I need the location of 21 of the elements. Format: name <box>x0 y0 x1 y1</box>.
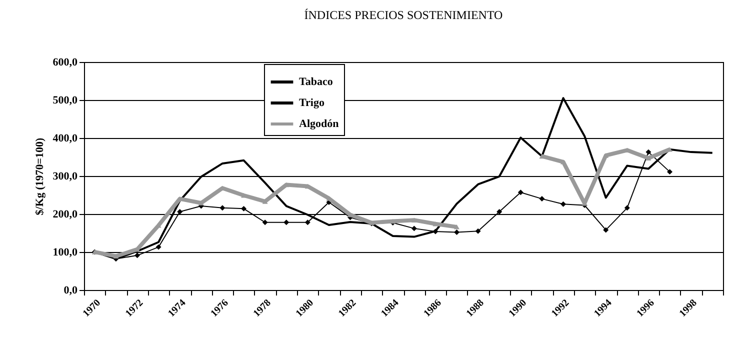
legend-label: Tabaco <box>299 76 334 88</box>
x-tick-label: 1990 <box>507 298 529 320</box>
x-tick-label: 1972 <box>124 298 146 320</box>
y-tick-label: 600,0 <box>52 56 78 68</box>
x-tick-label: 1998 <box>677 298 700 320</box>
y-axis-title: $/Kg (1970=100) <box>34 137 46 216</box>
x-tick-label: 1982 <box>336 298 359 320</box>
y-tick-label: 0,0 <box>64 284 78 296</box>
chart-title: ÍNDICES PRECIOS SOSTENIMIENTO <box>304 8 504 22</box>
legend-label: Trigo <box>299 97 325 109</box>
x-tick-label: 1980 <box>294 298 316 320</box>
legend-label: Algodón <box>299 118 339 130</box>
x-tick-label: 1992 <box>550 298 572 320</box>
y-tick-label: 300,0 <box>52 170 78 182</box>
x-tick-label: 1970 <box>81 298 103 320</box>
x-tick-label: 1988 <box>464 298 486 320</box>
y-tick-label: 200,0 <box>52 208 78 220</box>
x-tick-label: 1978 <box>251 298 274 320</box>
y-tick-label: 500,0 <box>52 94 78 106</box>
y-tick-label: 400,0 <box>52 132 78 144</box>
y-tick-label: 100,0 <box>52 246 78 258</box>
